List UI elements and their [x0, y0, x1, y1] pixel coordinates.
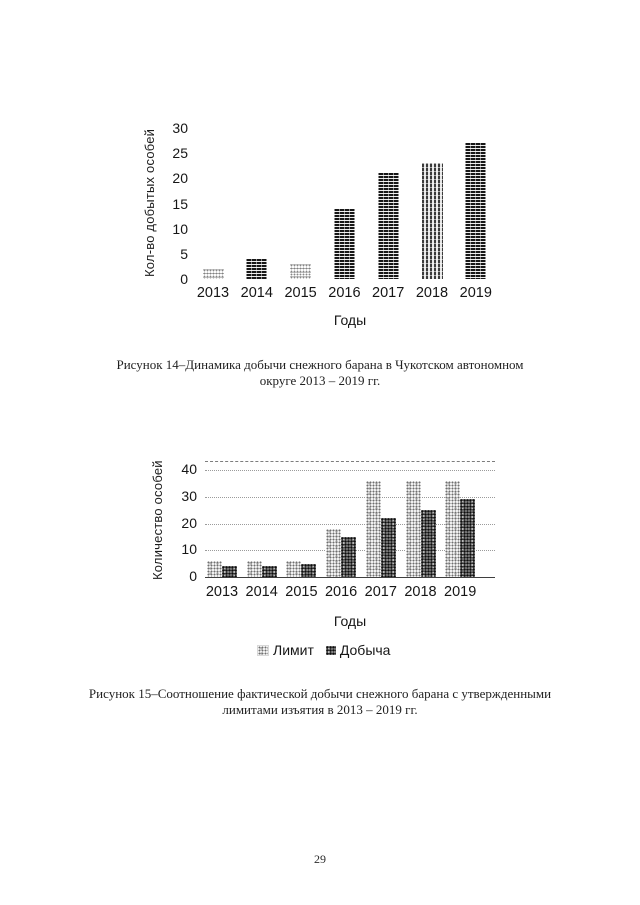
bar-лимит-2013 [207, 560, 222, 577]
figure15-caption: Рисунок 15–Соотношение фактической добыч… [0, 686, 640, 717]
bar-2015 [290, 263, 312, 279]
y-tick-label-20: 20 [172, 170, 188, 187]
figure15-x-axis-label: Годы [333, 613, 367, 629]
figure14-plot-area [195, 128, 505, 279]
y-tick-label-5: 5 [180, 245, 188, 262]
legend-item-лимит: Лимит [257, 642, 314, 658]
bar-2017 [377, 173, 399, 279]
figure14-caption: Рисунок 14–Динамика добычи снежного бара… [0, 357, 640, 388]
x-tick-label-2018: 2018 [415, 285, 449, 301]
bar-лимит-2019 [445, 480, 461, 577]
figure14-x-axis-label: Годы [333, 312, 367, 328]
bar-добыча-2013 [222, 566, 237, 577]
gridline-40 [205, 470, 495, 472]
y-tick-label-0: 0 [189, 568, 197, 584]
figure15-legend: Лимит Добыча [257, 642, 390, 658]
y-tick-label-0: 0 [180, 271, 188, 287]
bar-добыча-2014 [261, 566, 277, 577]
figure14-chart: Кол-во добытых особей Годы 0 5 10 15 20 25 30 2… [140, 118, 510, 333]
bar-2014 [246, 258, 268, 279]
bar-добыча-2017 [380, 518, 396, 577]
x-tick-label-2013: 2013 [196, 285, 230, 301]
figure15-caption-line1: Рисунок 15–Соотношение фактической добыч… [88, 686, 552, 701]
y-tick-label-10: 10 [172, 220, 188, 237]
gridline-30 [205, 496, 495, 498]
bar-лимит-2018 [405, 480, 421, 577]
x-tick-label-2015: 2015 [285, 584, 318, 600]
figure14-caption-line2: округе 2013 – 2019 гг. [259, 372, 381, 388]
figure14-caption-line1: Рисунок 14–Динамика добычи снежного бара… [116, 357, 524, 372]
x-tick-label-2016: 2016 [324, 584, 358, 600]
bar-2019 [465, 143, 487, 279]
y-tick-label-10: 10 [181, 541, 197, 558]
x-tick-label-2017: 2017 [372, 285, 405, 301]
bar-2018 [421, 163, 443, 279]
bar-добыча-2016 [341, 536, 357, 577]
legend-swatch-добыча [325, 645, 336, 655]
bar-добыча-2018 [420, 510, 436, 577]
legend-item-добыча: Добыча [325, 642, 391, 658]
x-tick-label-2015: 2015 [284, 285, 317, 301]
bar-лимит-2016 [326, 528, 342, 577]
legend-label-лимит: Лимит [273, 642, 314, 658]
figure15-caption-line2: лимитами изъятия в 2013 – 2019 гг. [222, 701, 418, 717]
x-tick-label-2013: 2013 [205, 584, 239, 600]
legend-label-добыча: Добыча [339, 642, 391, 658]
y-tick-label-40: 40 [181, 461, 197, 478]
y-tick-label-20: 20 [181, 514, 197, 531]
bar-добыча-2019 [460, 499, 476, 577]
bar-2013 [202, 268, 224, 279]
gridline-20 [205, 523, 495, 525]
y-tick-label-25: 25 [172, 145, 188, 162]
y-tick-label-30: 30 [181, 487, 197, 504]
x-tick-label-2018: 2018 [404, 584, 437, 600]
bar-лимит-2014 [246, 560, 262, 577]
bar-2016 [333, 208, 355, 279]
x-tick-label-2014: 2014 [240, 285, 273, 301]
legend-swatch-лимит [257, 644, 269, 656]
x-tick-label-2014: 2014 [245, 584, 278, 600]
bar-лимит-2017 [365, 480, 381, 577]
figure15-plot-area [205, 461, 495, 578]
x-tick-label-2019: 2019 [444, 584, 477, 600]
figure15-chart: Количество особей Годы Лимит Добыча 0 10 20… [145, 450, 505, 670]
bar-добыча-2015 [301, 563, 317, 577]
page-number: 29 [314, 852, 326, 866]
x-tick-label-2019: 2019 [459, 285, 492, 301]
y-tick-label-15: 15 [172, 195, 188, 212]
bar-лимит-2015 [286, 560, 302, 577]
x-tick-label-2016: 2016 [328, 285, 361, 301]
y-tick-label-30: 30 [172, 120, 188, 136]
x-tick-label-2017: 2017 [364, 584, 397, 600]
